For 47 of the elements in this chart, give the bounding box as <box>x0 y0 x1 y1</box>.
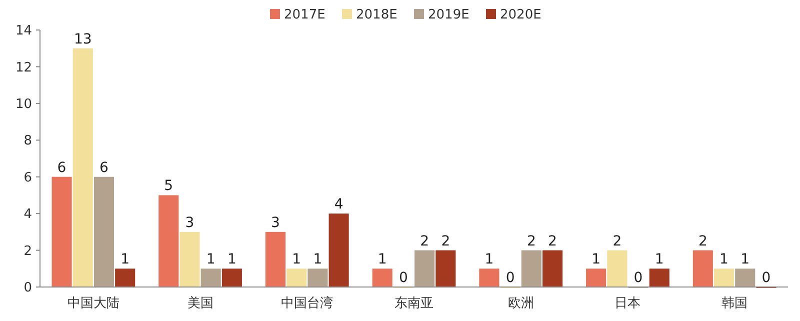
data-label: 2 <box>698 233 708 250</box>
data-label: 2 <box>612 233 622 250</box>
data-label: 6 <box>57 160 66 176</box>
legend-label: 2020E <box>500 8 542 23</box>
legend-label: 2019E <box>428 8 470 23</box>
legend-label: 2017E <box>284 8 326 23</box>
data-label: 1 <box>654 252 664 268</box>
data-label: 5 <box>164 178 174 194</box>
data-label: 1 <box>120 252 130 268</box>
data-label: 1 <box>313 252 322 268</box>
data-label: 3 <box>185 214 194 231</box>
data-label: 13 <box>74 31 92 48</box>
data-label: 1 <box>484 252 494 268</box>
data-label: 0 <box>398 270 408 286</box>
data-label: 2 <box>441 233 450 250</box>
x-tick-label: 中国大陆 <box>67 296 120 311</box>
data-label: 1 <box>740 252 750 268</box>
data-label: 2 <box>420 233 430 250</box>
y-tick-label: 12 <box>15 60 32 76</box>
legend-label: 2018E <box>356 8 398 23</box>
data-label: 0 <box>762 270 771 286</box>
data-label: 1 <box>720 252 728 268</box>
data-label: 4 <box>334 196 344 213</box>
data-label: 1 <box>378 252 387 268</box>
data-label: 1 <box>227 252 236 268</box>
data-label: 3 <box>271 214 280 231</box>
x-tick-label: 东南亚 <box>394 296 434 311</box>
data-label: 6 <box>100 160 109 176</box>
y-tick-label: 6 <box>24 170 32 186</box>
y-tick-label: 2 <box>24 244 32 259</box>
x-tick-label: 中国台湾 <box>281 295 334 311</box>
data-label: 0 <box>506 270 515 286</box>
data-label: 1 <box>292 252 302 268</box>
data-label: 0 <box>634 270 643 286</box>
data-label: 1 <box>206 252 216 268</box>
y-tick-label: 4 <box>24 207 32 222</box>
data-label: 2 <box>526 233 536 250</box>
y-tick-label: 14 <box>15 24 32 39</box>
data-label: 1 <box>592 252 601 268</box>
x-tick-label: 欧洲 <box>508 296 534 311</box>
x-tick-label: 日本 <box>614 296 641 311</box>
y-tick-label: 0 <box>24 280 32 296</box>
y-tick-label: 8 <box>24 134 32 149</box>
y-tick-label: 10 <box>15 96 32 112</box>
x-tick-label: 美国 <box>187 295 214 311</box>
x-tick-label: 韩国 <box>722 296 748 311</box>
data-label: 2 <box>548 233 557 250</box>
